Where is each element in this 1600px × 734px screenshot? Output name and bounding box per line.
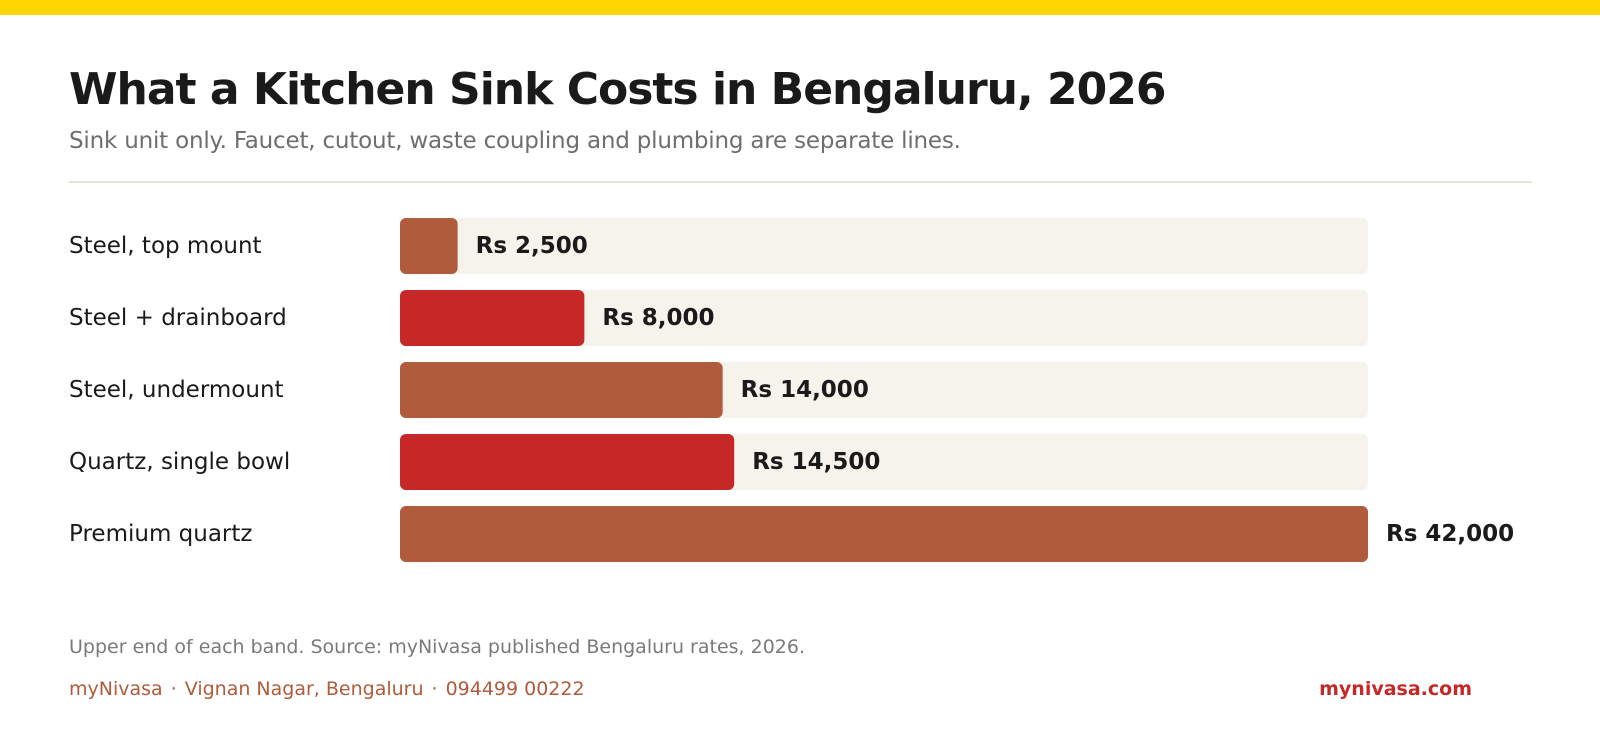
bar	[400, 434, 735, 490]
value-label: Rs 42,000	[1386, 521, 1514, 547]
chart-title: What a Kitchen Sink Costs in Bengaluru, …	[69, 64, 1166, 115]
footer-contact: myNivasa · Vignan Nagar, Bengaluru · 094499 …	[69, 678, 585, 700]
footer-phone[interactable]: 094499 00222	[445, 678, 585, 700]
bar	[400, 290, 585, 346]
footer-separator: ·	[431, 678, 438, 700]
value-label: Rs 2,500	[476, 233, 588, 259]
bar	[400, 362, 723, 418]
category-label: Steel + drainboard	[69, 305, 287, 331]
accent-stripe	[0, 0, 1600, 15]
source-note: Upper end of each band. Source: myNivasa…	[69, 636, 806, 658]
website-link[interactable]: mynivasa.com	[1319, 678, 1472, 700]
footer-location: Vignan Nagar, Bengaluru	[184, 678, 424, 700]
category-label: Steel, top mount	[69, 233, 262, 259]
footer-brand[interactable]: myNivasa	[69, 678, 163, 700]
chart-subtitle: Sink unit only. Faucet, cutout, waste co…	[69, 128, 961, 154]
bar	[400, 218, 458, 274]
value-label: Rs 14,500	[752, 449, 880, 475]
bar-track	[400, 218, 1368, 274]
bar-track	[400, 290, 1368, 346]
footer-separator: ·	[170, 678, 177, 700]
bar	[400, 506, 1368, 562]
value-label: Rs 14,000	[741, 377, 869, 403]
header-divider	[69, 181, 1532, 183]
category-label: Quartz, single bowl	[69, 449, 290, 475]
category-label: Premium quartz	[69, 521, 252, 547]
category-label: Steel, undermount	[69, 377, 284, 403]
value-label: Rs 8,000	[602, 305, 714, 331]
